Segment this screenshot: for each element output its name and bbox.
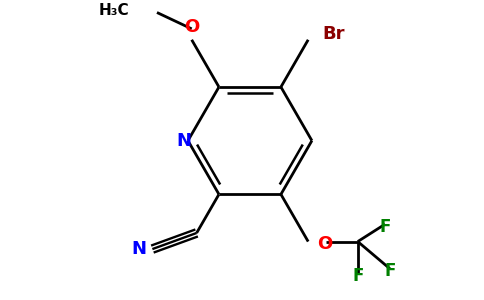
Text: O: O (184, 18, 199, 36)
Text: F: F (352, 267, 363, 285)
Text: F: F (384, 262, 396, 280)
Text: O: O (317, 235, 333, 253)
Text: N: N (131, 240, 146, 258)
Text: H₃C: H₃C (99, 2, 130, 17)
Text: F: F (379, 218, 391, 236)
Text: N: N (177, 132, 192, 150)
Text: Br: Br (322, 25, 345, 43)
